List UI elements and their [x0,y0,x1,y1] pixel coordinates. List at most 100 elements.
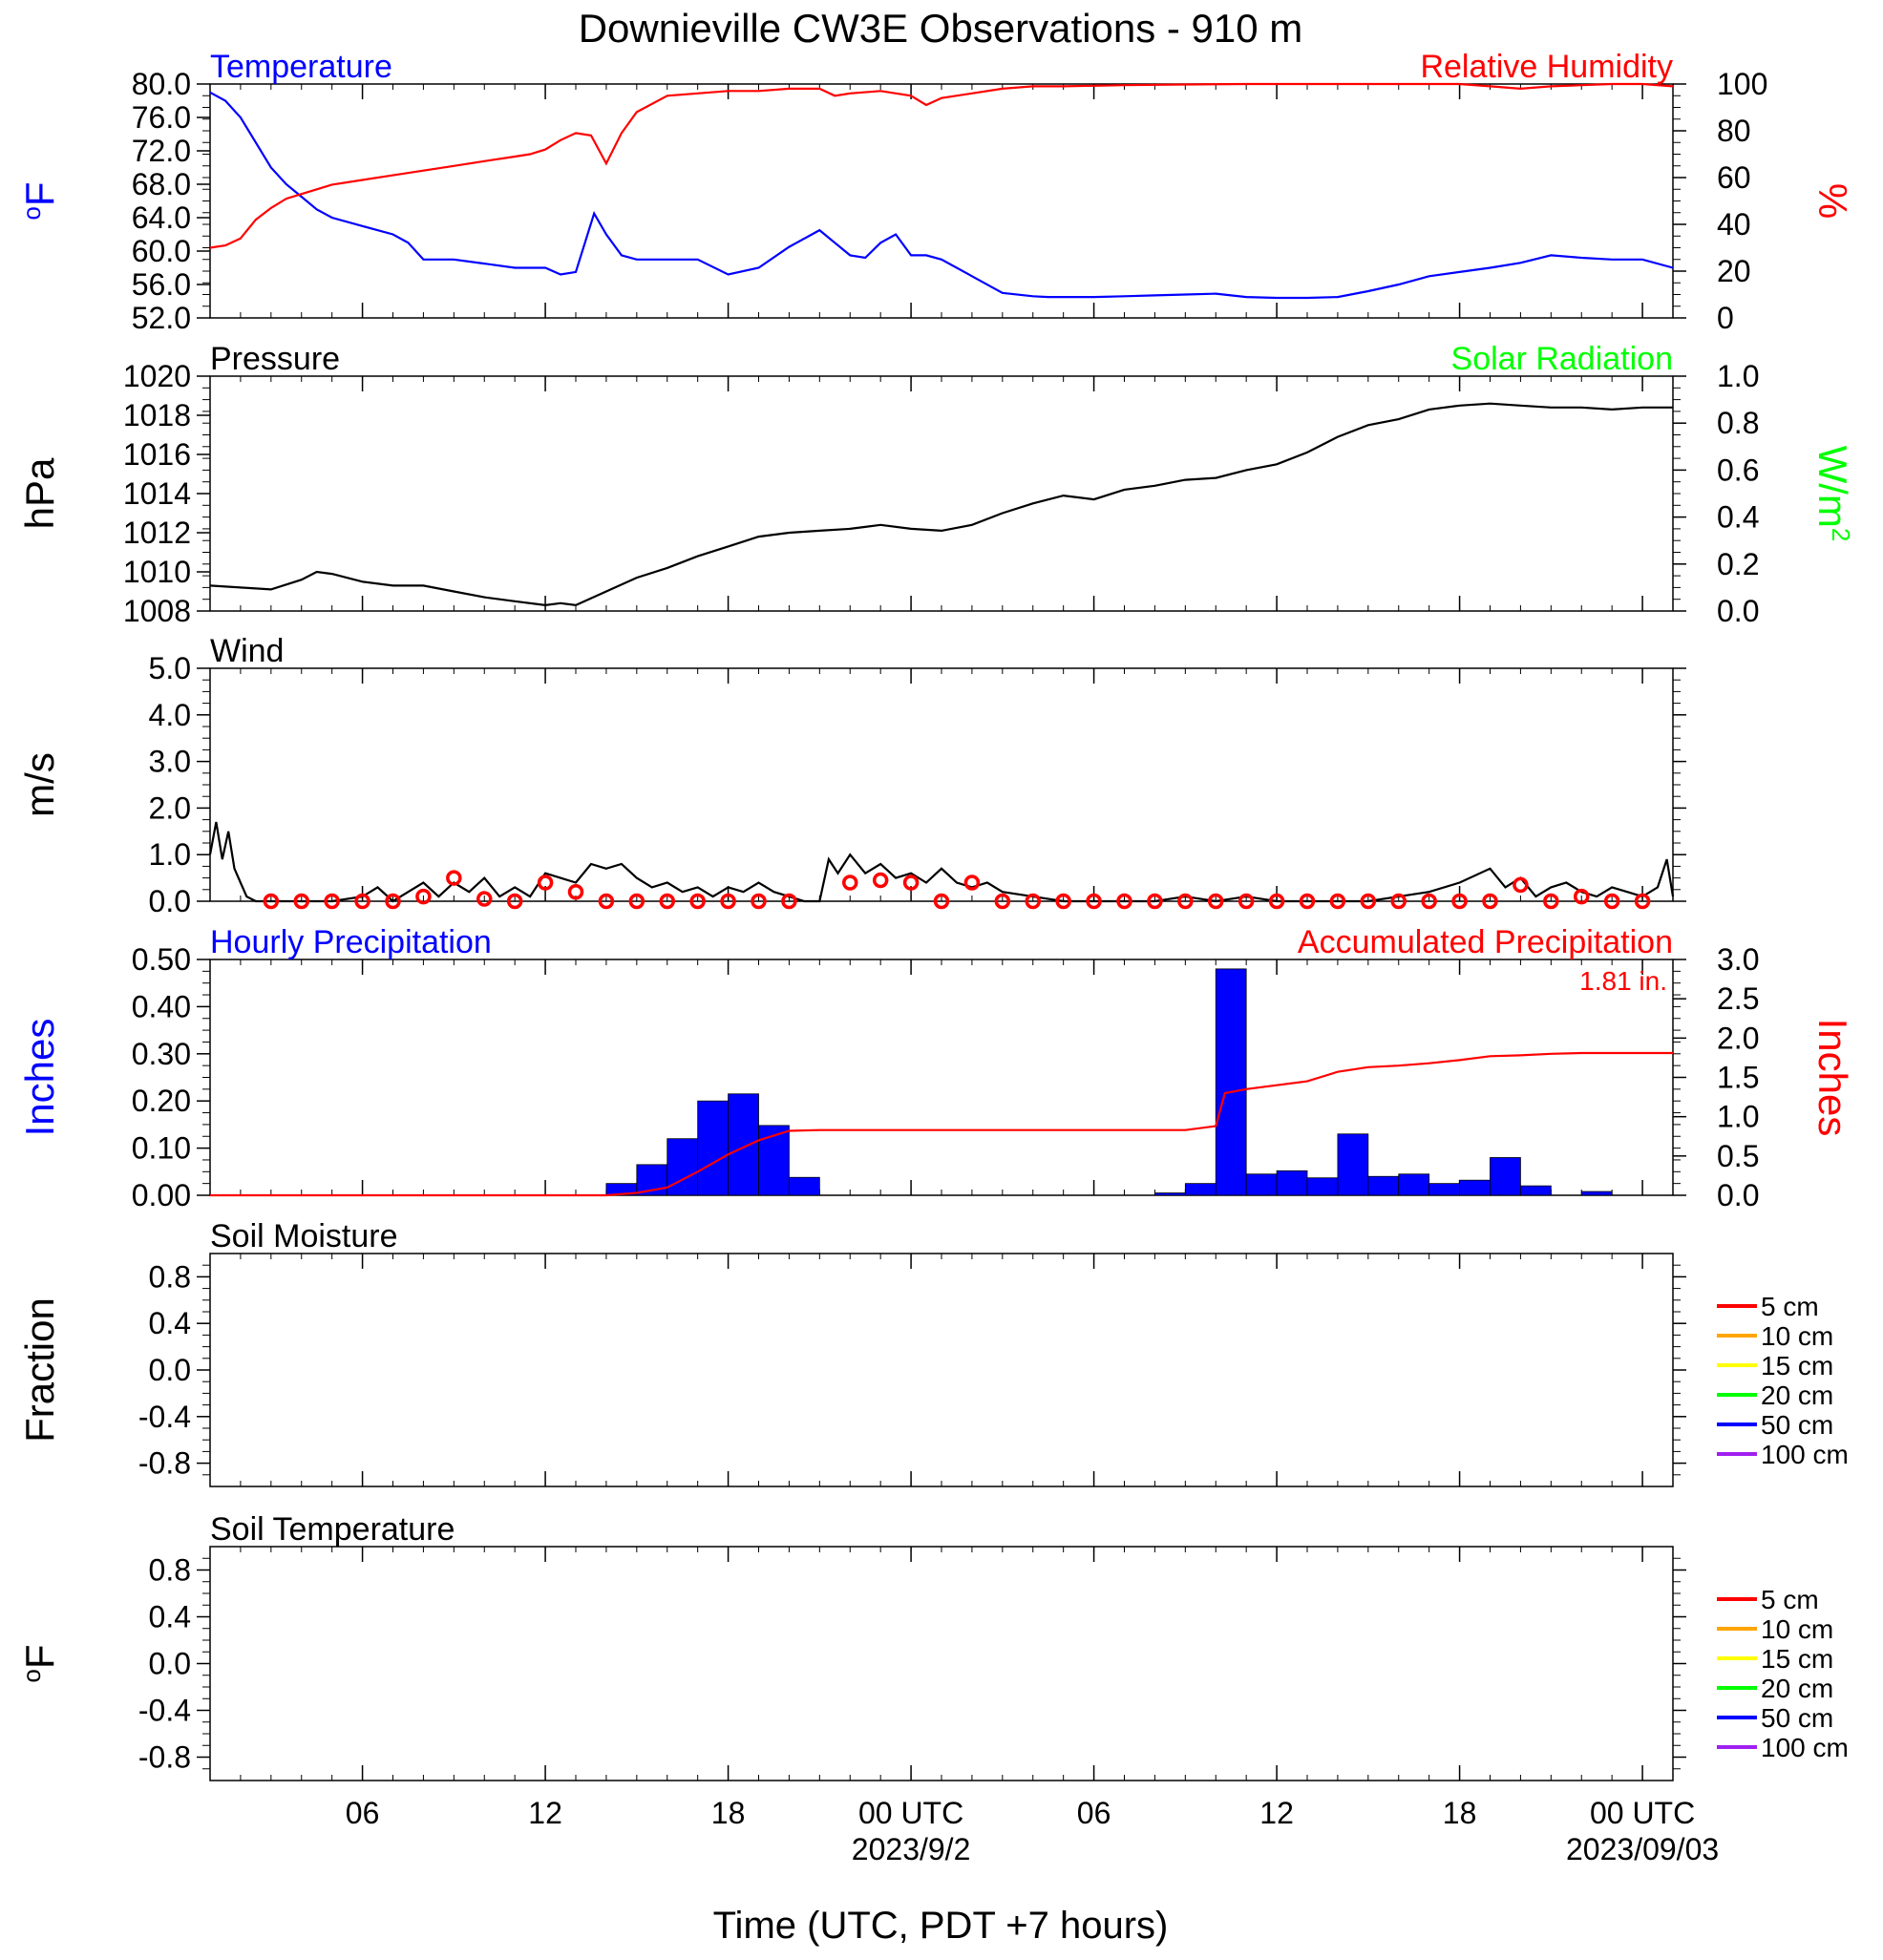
wind-marker [263,893,280,910]
panel-title-left: Temperature [210,49,392,85]
legend-label: 15 cm [1761,1351,1833,1380]
wind-marker [628,893,645,910]
series-line [209,82,1674,249]
y-axis-label-left: Inches [17,1019,62,1137]
wind-marker [293,893,309,910]
wind-marker [872,872,889,889]
x-tick-label: 00 UTC [858,1796,963,1830]
y-axis-label-left: Fraction [17,1297,62,1443]
y-tick-label-left: 1018 [123,398,191,432]
y-tick-label-left: 0.00 [132,1178,191,1212]
legend-label: 5 cm [1761,1292,1819,1321]
wind-marker [1574,888,1590,905]
y-tick-label-left: 0.8 [149,1553,191,1588]
y-tick-label-left: 1008 [123,594,191,628]
y-tick-label-left: 1016 [123,437,191,472]
y-tick-label-right: 1.0 [1717,359,1759,393]
panel-title-right: Solar Radiation [1451,341,1673,377]
wind-marker [1421,893,1437,910]
wind-marker [720,893,736,910]
y-tick-label-right: 2.5 [1717,981,1759,1016]
precip-bar [666,1138,699,1196]
wind-marker [1390,893,1407,910]
panel-soil_moisture: 0.8 0.4 0.0 -0.4 -0.8 Soil Moisture Fraction 5 … [17,1218,1849,1487]
y-tick-label-left: 3.0 [149,745,191,779]
legend-label: 10 cm [1761,1321,1833,1351]
y-tick-label-right: 0.0 [1717,1178,1759,1212]
y-tick-label-left: 0.4 [149,1600,191,1634]
wind-marker [1147,893,1163,910]
plot-frame [209,1546,1674,1781]
wind-marker [659,893,675,910]
y-tick-label-left: 0.4 [149,1306,191,1340]
y-tick-label-left: 72.0 [132,134,191,168]
precip-bar [1154,1192,1186,1196]
precip-bar [1306,1177,1339,1196]
legend-label: 20 cm [1761,1674,1833,1703]
y-tick-label-right: 100 [1717,67,1767,101]
y-tick-label-left: 80.0 [132,67,191,101]
panel-precipitation: 0.50 0.40 0.30 0.20 0.10 0.00 3.0 2.5 2.0 1.5 1.0 0… [17,924,1855,1212]
plot-frame [209,959,1674,1196]
legend-label: 20 cm [1761,1380,1833,1410]
y-tick-label-left: 56.0 [132,267,191,302]
panel-pressure_solar: 1020 1018 1016 1014 1012 1010 1008 1.0 0.8 0.6 0.4… [17,341,1855,628]
wind-marker [1299,893,1316,910]
wind-marker [1238,893,1255,910]
precip-bar [1215,968,1247,1196]
x-tick-date-label: 2023/09/03 [1566,1832,1719,1866]
panel-title-left: Soil Temperature [210,1511,455,1548]
series-line [209,91,1674,300]
y-tick-label-left: -0.4 [138,1400,191,1434]
y-tick-label-left: -0.8 [138,1446,191,1481]
series-line [210,1051,1673,1197]
y-tick-label-left: 0.40 [132,989,191,1023]
legend-label: 100 cm [1761,1733,1849,1762]
x-tick-label: 12 [528,1796,562,1830]
y-axis-label-left: m/s [17,752,62,817]
y-tick-label-right: 0.6 [1717,453,1759,487]
y-axis-label-left: oF [17,1644,62,1682]
wind-marker [933,893,950,910]
legend-label: 5 cm [1761,1585,1819,1614]
y-tick-label-left: 1014 [123,476,191,511]
wind-marker [354,893,370,910]
y-tick-label-right: 40 [1717,207,1751,242]
wind-marker [1360,893,1377,910]
wind-marker [1603,893,1620,910]
wind-marker [324,893,340,910]
y-axis-label-left: oF [17,181,62,220]
y-tick-label-left: -0.8 [138,1740,191,1775]
wind-marker [1482,893,1498,910]
wind-marker [1025,893,1041,910]
y-tick-label-right: 3.0 [1717,942,1759,977]
wind-marker [506,893,523,910]
y-tick-label-left: 64.0 [132,200,191,235]
wind-marker [1086,893,1102,910]
x-tick-date-label: 2023/9/2 [852,1832,971,1866]
wind-marker [537,875,554,891]
accumulated-total-annotation: 1.81 in. [1579,966,1667,996]
x-tick-label: 18 [1443,1796,1477,1830]
wind-marker [1268,893,1285,910]
y-tick-label-right: 80 [1717,114,1751,148]
y-tick-label-left: 2.0 [149,790,191,825]
y-tick-label-right: 1.5 [1717,1061,1759,1095]
wind-marker [1451,893,1468,910]
precip-bar [697,1100,729,1196]
y-tick-label-left: 1020 [123,359,191,393]
y-tick-label-left: 52.0 [132,301,191,335]
panel-title-right: Relative Humidity [1420,49,1673,85]
y-tick-label-right: 0.2 [1717,547,1759,581]
y-tick-label-right: 20 [1717,254,1751,288]
y-tick-label-right: 2.0 [1717,1021,1759,1055]
x-tick-label: 06 [346,1796,380,1830]
y-axis-label-right: W/m2 [1810,446,1855,542]
x-tick-label: 12 [1259,1796,1294,1830]
precip-bar [1580,1191,1613,1196]
wind-marker [415,888,432,905]
panel-wind: 5.0 4.0 3.0 2.0 1.0 0.0 Wind m/s [17,633,1686,918]
y-tick-label-left: 68.0 [132,167,191,201]
y-tick-label-left: -0.4 [138,1694,191,1728]
